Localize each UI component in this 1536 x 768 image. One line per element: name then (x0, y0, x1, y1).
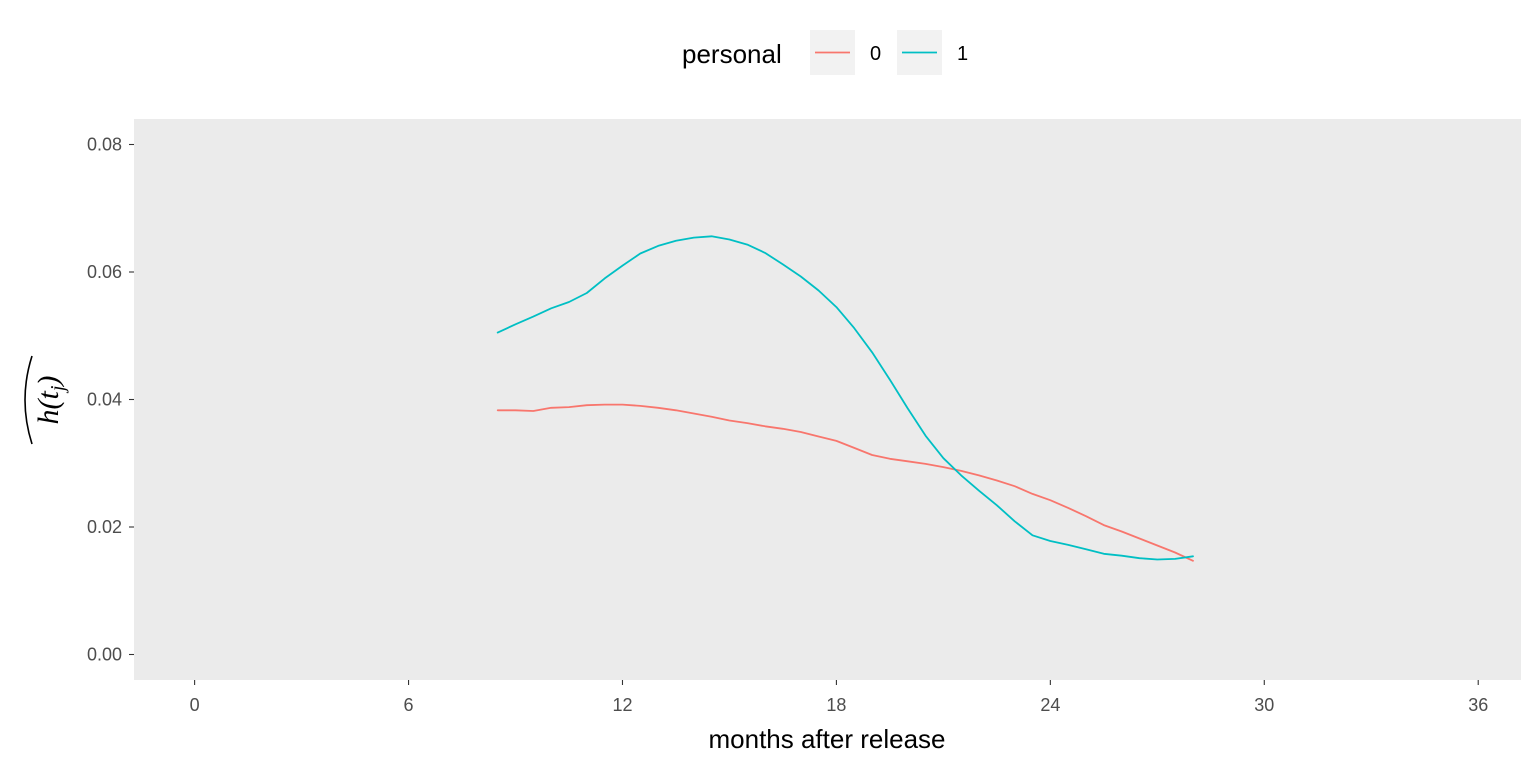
x-axis-title: months after release (708, 724, 945, 754)
x-tick-label: 18 (826, 695, 846, 715)
x-axis: 0 6 12 18 24 30 36 (190, 680, 1488, 715)
legend-item-0: 0 (810, 30, 881, 75)
y-tick-label: 0.06 (87, 262, 122, 282)
x-tick-label: 30 (1254, 695, 1274, 715)
x-tick-label: 36 (1468, 695, 1488, 715)
y-axis-title: h(tj) (24, 355, 69, 445)
y-tick-label: 0.04 (87, 390, 122, 410)
legend-label: 1 (957, 43, 968, 65)
legend-label: 0 (870, 43, 881, 65)
y-axis: 0.00 0.02 0.04 0.06 0.08 (87, 135, 134, 665)
panel-background (134, 119, 1521, 680)
y-axis-title-hat (24, 355, 33, 445)
legend-title: personal (682, 39, 782, 69)
y-tick-label: 0.02 (87, 517, 122, 537)
x-tick-label: 12 (612, 695, 632, 715)
legend-item-1: 1 (897, 30, 968, 75)
series-line-0 (496, 403, 1194, 562)
series-line-1 (496, 235, 1194, 561)
x-tick-label: 6 (404, 695, 414, 715)
y-tick-label: 0.08 (87, 135, 122, 155)
y-axis-title-text: h(tj) (32, 376, 69, 425)
x-tick-label: 0 (190, 695, 200, 715)
y-tick-label: 0.00 (87, 645, 122, 665)
series-layer (496, 235, 1194, 562)
x-tick-label: 24 (1040, 695, 1060, 715)
